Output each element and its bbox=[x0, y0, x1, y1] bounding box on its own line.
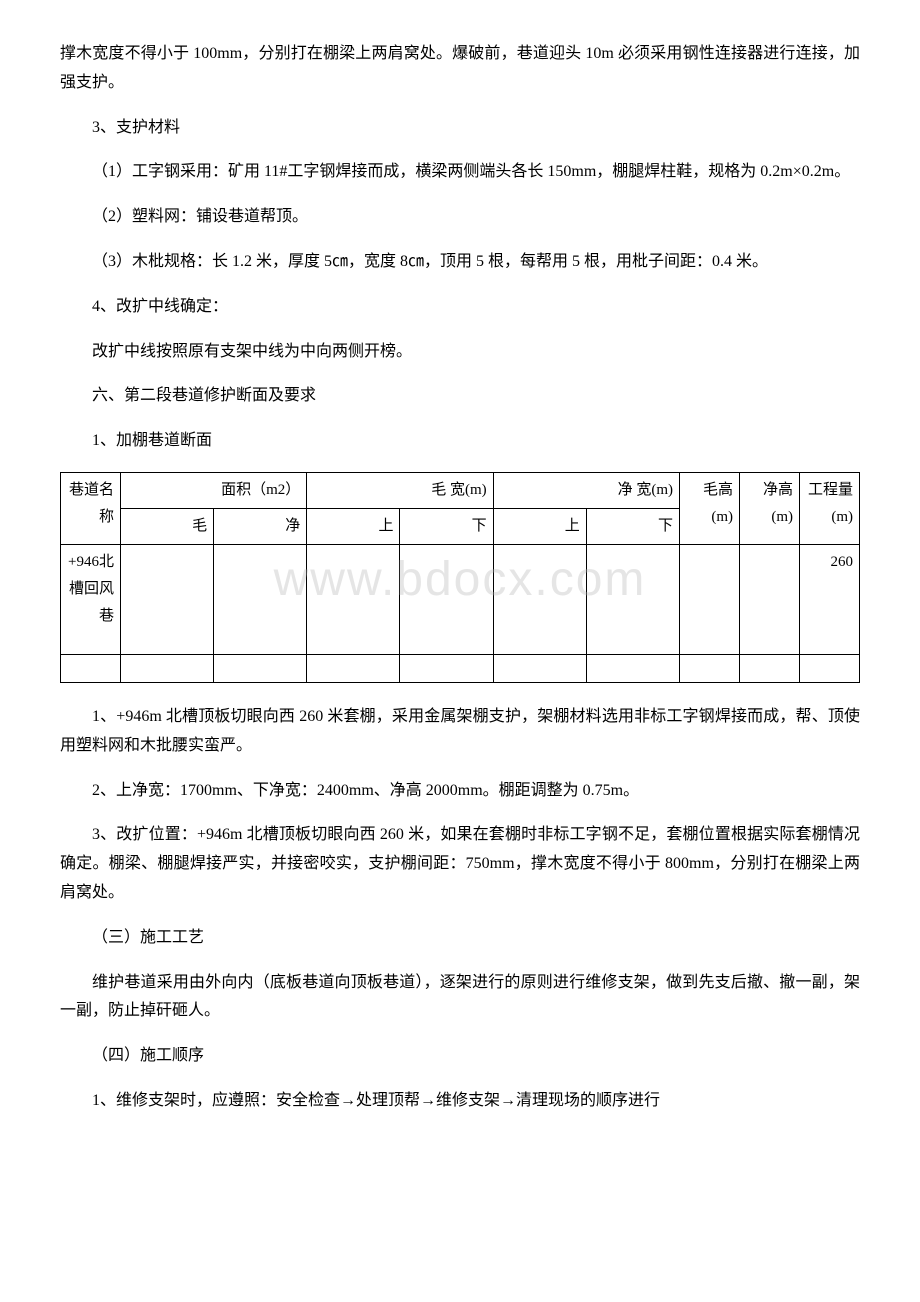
cell-empty bbox=[307, 654, 400, 682]
cell-nw-down bbox=[586, 544, 679, 654]
th-gw-down: 下 bbox=[400, 508, 493, 544]
paragraph-13: （三）施工工艺 bbox=[60, 924, 860, 953]
cell-empty bbox=[800, 654, 860, 682]
th-gross-height: 毛高(m) bbox=[680, 472, 740, 544]
paragraph-1: 撑木宽度不得小于 100mm，分别打在棚梁上两肩窝处。爆破前，巷道迎头 10m … bbox=[60, 40, 860, 98]
table-header-row-1: 巷道名称 面积（m2） 毛 宽(m) 净 宽(m) 毛高(m) 净高(m) 工程… bbox=[61, 472, 860, 508]
cell-gw-down bbox=[400, 544, 493, 654]
cell-engineering: 260 bbox=[800, 544, 860, 654]
th-area-net: 净 bbox=[214, 508, 307, 544]
paragraph-12: 3、改扩位置：+946m 北槽顶板切眼向西 260 米，如果在套棚时非标工字钢不… bbox=[60, 821, 860, 907]
th-engineering: 工程量(m) bbox=[800, 472, 860, 544]
cell-empty bbox=[214, 654, 307, 682]
paragraph-10: 1、+946m 北槽顶板切眼向西 260 米套棚，采用金属架棚支护，架棚材料选用… bbox=[60, 703, 860, 761]
cell-empty bbox=[493, 654, 586, 682]
cell-area-net bbox=[214, 544, 307, 654]
cell-empty bbox=[586, 654, 679, 682]
paragraph-5: （3）木枇规格：长 1.2 米，厚度 5㎝，宽度 8㎝，顶用 5 根，每帮用 5… bbox=[60, 248, 860, 277]
paragraph-3: （1）工字钢采用：矿用 11#工字钢焊接而成，横梁两侧端头各长 150mm，棚腿… bbox=[60, 158, 860, 187]
paragraph-8: 六、第二段巷道修护断面及要求 bbox=[60, 382, 860, 411]
paragraph-2: 3、支护材料 bbox=[60, 114, 860, 143]
cell-empty bbox=[121, 654, 214, 682]
table-wrapper: www.bdocx.com 巷道名称 面积（m2） 毛 宽(m) 净 宽(m) … bbox=[60, 472, 860, 683]
cell-empty bbox=[740, 654, 800, 682]
th-net-width: 净 宽(m) bbox=[493, 472, 679, 508]
th-name: 巷道名称 bbox=[61, 472, 121, 544]
paragraph-4: （2）塑料网：铺设巷道帮顶。 bbox=[60, 203, 860, 232]
paragraph-11: 2、上净宽：1700mm、下净宽：2400mm、净高 2000mm。棚距调整为 … bbox=[60, 777, 860, 806]
cell-gross-height bbox=[680, 544, 740, 654]
cell-empty bbox=[61, 654, 121, 682]
th-gross-width: 毛 宽(m) bbox=[307, 472, 493, 508]
cell-empty bbox=[680, 654, 740, 682]
paragraph-7: 改扩中线按照原有支架中线为中向两侧开榜。 bbox=[60, 338, 860, 367]
table-row: +946北槽回风巷 260 bbox=[61, 544, 860, 654]
cell-area-gross bbox=[121, 544, 214, 654]
paragraph-16: 1、维修支架时，应遵照：安全检查→处理顶帮→维修支架→清理现场的顺序进行 bbox=[60, 1087, 860, 1116]
th-nw-up: 上 bbox=[493, 508, 586, 544]
cell-net-height bbox=[740, 544, 800, 654]
th-gw-up: 上 bbox=[307, 508, 400, 544]
cell-empty bbox=[400, 654, 493, 682]
paragraph-14: 维护巷道采用由外向内（底板巷道向顶板巷道），逐架进行的原则进行维修支架，做到先支… bbox=[60, 969, 860, 1027]
paragraph-9: 1、加棚巷道断面 bbox=[60, 427, 860, 456]
th-nw-down: 下 bbox=[586, 508, 679, 544]
cell-name: +946北槽回风巷 bbox=[61, 544, 121, 654]
paragraph-6: 4、改扩中线确定： bbox=[60, 293, 860, 322]
th-area-gross: 毛 bbox=[121, 508, 214, 544]
table-row-empty bbox=[61, 654, 860, 682]
section-table: 巷道名称 面积（m2） 毛 宽(m) 净 宽(m) 毛高(m) 净高(m) 工程… bbox=[60, 472, 860, 683]
paragraph-15: （四）施工顺序 bbox=[60, 1042, 860, 1071]
th-area: 面积（m2） bbox=[121, 472, 307, 508]
th-net-height: 净高(m) bbox=[740, 472, 800, 544]
cell-nw-up bbox=[493, 544, 586, 654]
cell-gw-up bbox=[307, 544, 400, 654]
